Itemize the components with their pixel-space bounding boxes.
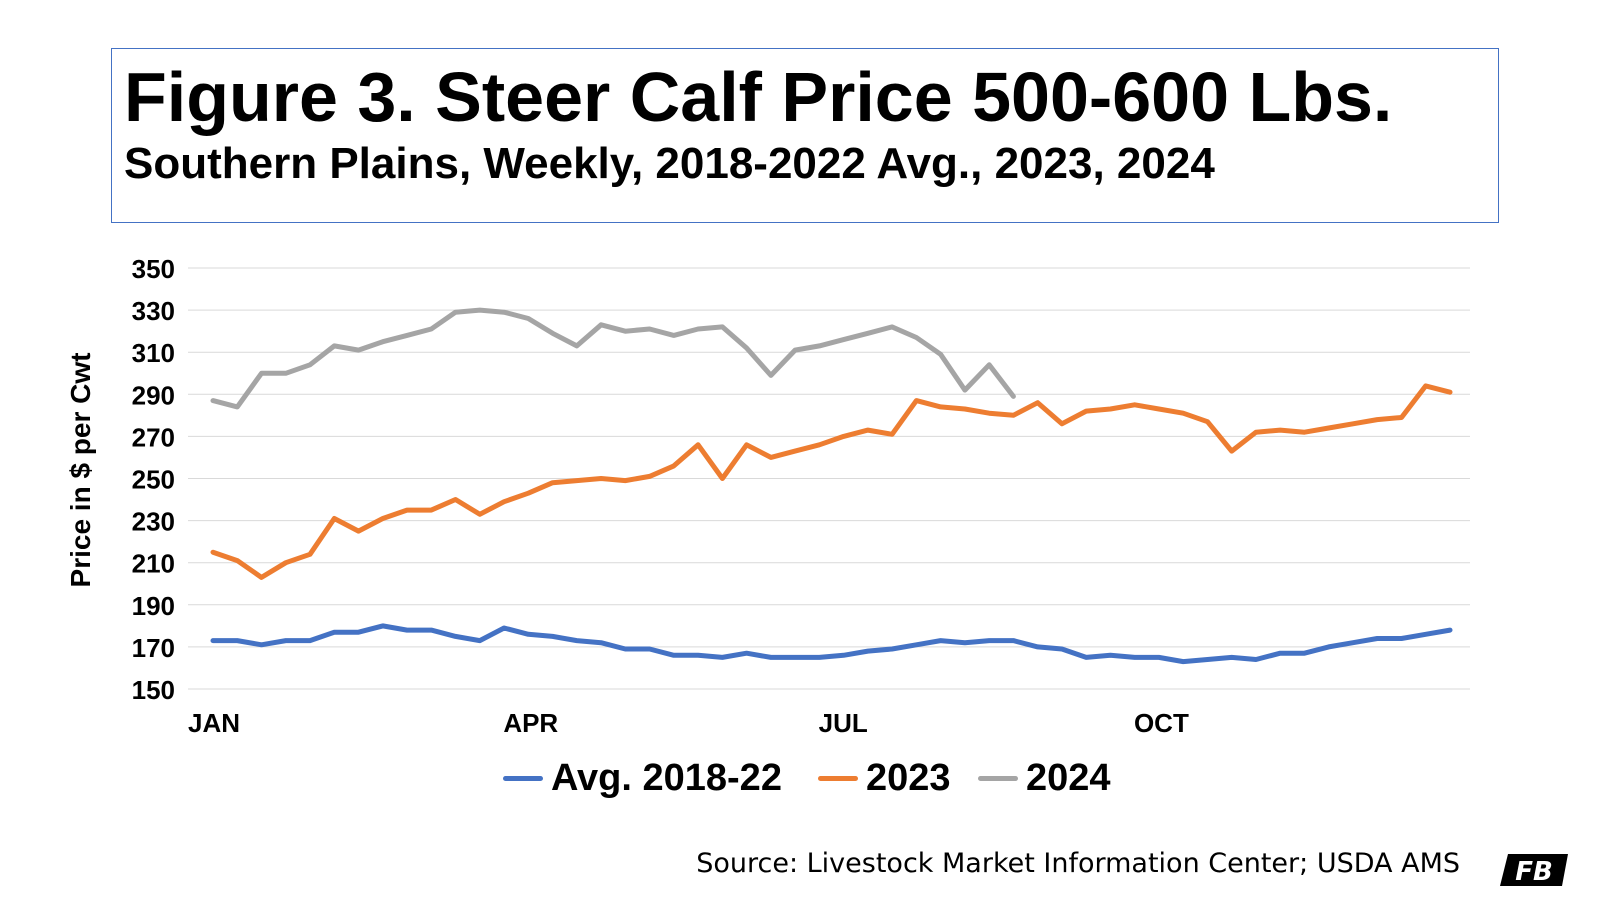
legend-item-2023: 2023: [818, 748, 951, 808]
y-tick-label: 250: [132, 465, 175, 495]
y-tick-label: 190: [132, 591, 175, 621]
y-tick-label: 290: [132, 380, 175, 410]
series-lines: [210, 307, 1453, 665]
farm-bureau-logo: FB: [1500, 854, 1568, 887]
x-tick-label: JAN: [188, 708, 240, 738]
x-tick-label: APR: [503, 708, 558, 738]
y-tick-label: 210: [132, 549, 175, 579]
legend-label-2024: 2024: [1026, 756, 1111, 799]
series-line-2024: [210, 307, 1016, 410]
legend: Avg. 2018-22 2023 2024: [0, 748, 1600, 808]
legend-item-avg: Avg. 2018-22: [503, 748, 782, 808]
legend-swatch-avg: [503, 775, 543, 781]
legend-label-2023: 2023: [866, 756, 951, 799]
y-tick-label: 150: [132, 675, 175, 705]
source-note: Source: Livestock Market Information Cen…: [696, 848, 1460, 879]
x-tick-label: JUL: [819, 708, 868, 738]
y-tick-label: 310: [132, 338, 175, 368]
y-tick-label: 270: [132, 422, 175, 452]
x-tick-label: OCT: [1134, 708, 1189, 738]
series-line-avg-2018-22: [210, 623, 1453, 665]
y-tick-label: 330: [132, 296, 175, 326]
gridlines: [188, 267, 1470, 690]
series-line-2023: [210, 383, 1453, 580]
y-axis-ticks: 150 170 190 210 230 250 270 290 310 330 350: [132, 254, 175, 705]
y-axis-label: Price in $ per Cwt: [65, 353, 96, 588]
chart-title: Figure 3. Steer Calf Price 500-600 Lbs.: [124, 58, 1393, 136]
legend-label-avg: Avg. 2018-22: [551, 756, 782, 799]
y-tick-label: 350: [132, 254, 175, 284]
y-tick-label: 230: [132, 507, 175, 537]
y-tick-label: 170: [132, 633, 175, 663]
chart-subtitle: Southern Plains, Weekly, 2018-2022 Avg.,…: [124, 139, 1215, 188]
svg-text:FB: FB: [1515, 857, 1553, 887]
legend-swatch-2024: [978, 775, 1018, 781]
legend-swatch-2023: [818, 775, 858, 781]
legend-item-2024: 2024: [978, 748, 1111, 808]
title-box: Figure 3. Steer Calf Price 500-600 Lbs. …: [111, 48, 1499, 223]
x-axis-ticks: JAN APR JUL OCT: [188, 708, 1189, 738]
